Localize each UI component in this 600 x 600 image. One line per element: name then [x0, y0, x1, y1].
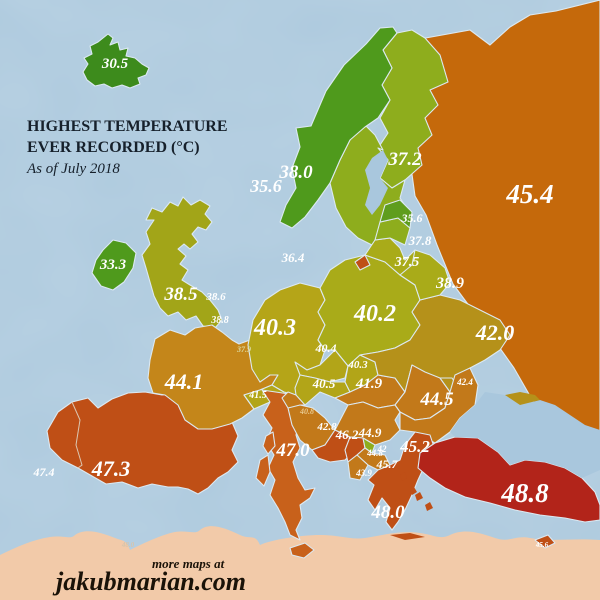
svg-text:45.4: 45.4: [505, 179, 553, 209]
svg-text:more maps at: more maps at: [152, 556, 225, 571]
svg-text:36.4: 36.4: [281, 250, 305, 265]
svg-text:42.8: 42.8: [316, 421, 337, 433]
svg-text:35.6: 35.6: [249, 176, 282, 196]
svg-text:47.4: 47.4: [33, 465, 55, 479]
svg-text:45.7: 45.7: [376, 457, 399, 471]
svg-text:42: 42: [377, 444, 388, 454]
svg-text:38.9: 38.9: [435, 275, 464, 292]
svg-text:38.6: 38.6: [205, 291, 226, 303]
svg-text:37.9: 37.9: [236, 345, 251, 354]
svg-text:37.5: 37.5: [394, 255, 420, 270]
svg-text:48.0: 48.0: [370, 502, 405, 523]
svg-text:jakubmarian.com: jakubmarian.com: [52, 567, 246, 596]
svg-text:37.2: 37.2: [387, 149, 422, 170]
svg-text:40.5: 40.5: [312, 376, 336, 391]
svg-text:42.4: 42.4: [456, 377, 473, 387]
svg-text:As of July 2018: As of July 2018: [26, 161, 120, 177]
svg-text:30.5: 30.5: [101, 56, 129, 72]
svg-text:40.4: 40.4: [315, 341, 337, 355]
svg-text:37.8: 37.8: [408, 233, 432, 248]
svg-text:44.5: 44.5: [419, 389, 454, 410]
svg-text:35.6: 35.6: [401, 211, 423, 225]
svg-text:38.5: 38.5: [163, 284, 198, 305]
svg-text:38.8: 38.8: [210, 315, 229, 326]
svg-text:40.3: 40.3: [347, 359, 368, 371]
svg-text:40.3: 40.3: [253, 315, 296, 341]
svg-text:45.2: 45.2: [399, 437, 430, 456]
svg-text:48.0: 48.0: [121, 541, 135, 549]
svg-text:47.0: 47.0: [275, 440, 310, 461]
svg-text:47.3: 47.3: [91, 456, 131, 481]
svg-text:48.8: 48.8: [500, 478, 549, 508]
svg-text:40.8: 40.8: [299, 407, 314, 416]
svg-text:44.1: 44.1: [164, 369, 204, 394]
svg-text:42.0: 42.0: [475, 320, 515, 345]
svg-text:41.5: 41.5: [248, 390, 267, 401]
svg-text:45.6: 45.6: [535, 541, 549, 549]
svg-text:EVER RECORDED (°C): EVER RECORDED (°C): [27, 139, 200, 156]
svg-text:40.2: 40.2: [353, 301, 396, 327]
svg-text:41.9: 41.9: [355, 376, 383, 392]
svg-text:HIGHEST TEMPERATURE: HIGHEST TEMPERATURE: [27, 118, 228, 135]
svg-text:44.9: 44.9: [358, 425, 382, 440]
svg-text:46.2: 46.2: [335, 427, 359, 442]
svg-text:38.0: 38.0: [278, 162, 313, 183]
svg-text:33.3: 33.3: [99, 257, 127, 273]
svg-text:43.9: 43.9: [355, 468, 372, 478]
